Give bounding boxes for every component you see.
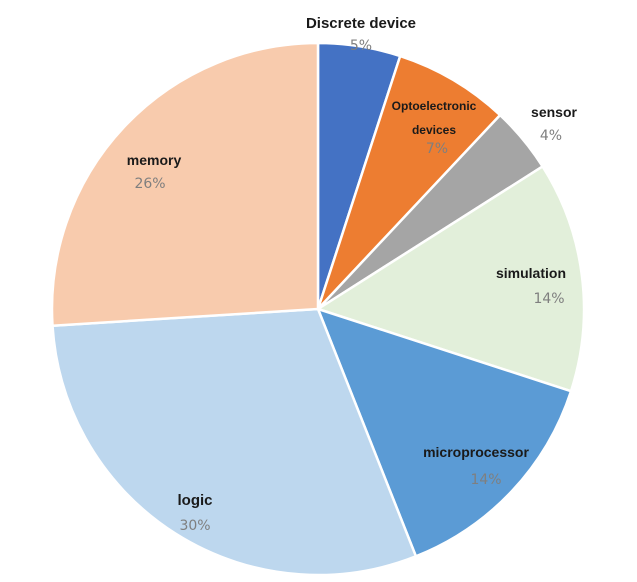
slice-label-simulation: simulation — [496, 265, 566, 281]
slice-value-simulation: 14% — [533, 291, 564, 307]
pie-slice-logic — [51, 307, 418, 577]
slice-label-discrete-device: Discrete device — [306, 15, 416, 32]
slice-label-optoelectronic-devices: Optoelectronic devices — [392, 99, 477, 137]
pie-slice-microprocessor — [316, 307, 573, 558]
pie-slice-simulation — [316, 165, 586, 393]
slice-value-sensor: 4% — [540, 128, 562, 144]
slice-value-logic: 30% — [179, 518, 210, 534]
slice-value-optoelectronic-devices: 7% — [426, 141, 448, 157]
slice-label-microprocessor: microprocessor — [423, 444, 529, 460]
slice-value-discrete-device: 5% — [350, 38, 372, 54]
slice-label-memory: memory — [127, 152, 182, 168]
pie-slice-optoelectronic-devices — [316, 54, 502, 311]
slice-value-memory: 26% — [134, 176, 165, 192]
slice-value-microprocessor: 14% — [470, 472, 501, 488]
slice-label-sensor: sensor — [531, 104, 577, 120]
slice-label-logic: logic — [177, 492, 212, 509]
pie-slice-memory — [50, 41, 320, 327]
